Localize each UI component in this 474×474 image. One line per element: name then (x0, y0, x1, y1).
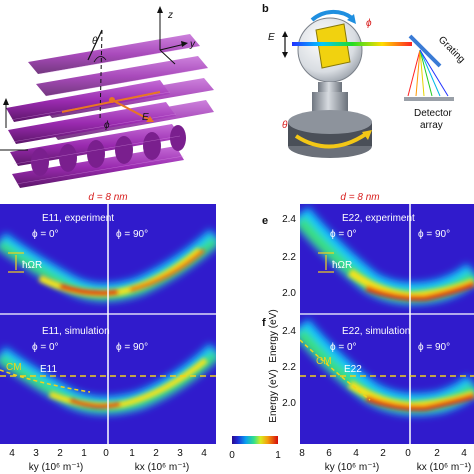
right-top-title: E22, experiment (342, 213, 415, 224)
field-label: E (142, 112, 149, 123)
field-arrow (111, 99, 151, 121)
right-bottom-phi90: ϕ = 90° (418, 342, 450, 353)
left-top-phi90: ϕ = 90° (116, 229, 148, 240)
right-ky-tick: 4 (353, 448, 359, 459)
left-rabi-label: ħΩR (22, 260, 42, 271)
input-field-label: E (268, 32, 275, 43)
left-ky-tick: 2 (57, 448, 63, 459)
left-cavity-mode-line (0, 369, 91, 393)
grating-label: Grating (436, 34, 467, 65)
right-y-tick: 2.0 (282, 398, 296, 409)
left-top-phi0: ϕ = 0° (32, 229, 59, 240)
detector-label-line1: Detector (414, 108, 452, 119)
left-kx-tick: 2 (153, 448, 159, 459)
right-colormaps (300, 204, 474, 444)
left-rabi-bracket (8, 252, 24, 273)
right-y-tick: 2.4 (282, 326, 296, 337)
panel-b-letter: b (262, 3, 269, 15)
left-colormaps (0, 204, 216, 444)
right-cm-label: CM (316, 356, 332, 367)
colorbar (232, 436, 278, 444)
colorbar-min-label: 0 (229, 450, 235, 461)
detector-array (404, 97, 454, 101)
right-ky-tick: 0 (405, 448, 411, 459)
mount-neck (318, 82, 342, 92)
left-bottom-phi0: ϕ = 0° (32, 342, 59, 353)
phi-rotation-label: ϕ (366, 18, 372, 29)
left-ky-axis-label: ky (10⁶ m⁻¹) (29, 462, 83, 473)
left-ky-tick: 4 (9, 448, 15, 459)
left-x-ticks: 4 3 2 1 0 1 2 3 4 (9, 448, 207, 459)
left-top-title: E11, experiment (42, 213, 114, 224)
incidence-line (87, 29, 103, 61)
theta-rotation-arrowhead (362, 130, 372, 140)
panel-b-setup: b E ϕ Grating Detector array (262, 3, 467, 158)
left-exciton-label: E11 (40, 364, 57, 375)
axis-z-label: z (167, 10, 173, 21)
right-ky-tick: 6 (326, 448, 332, 459)
right-cavity-mode-line (300, 339, 371, 401)
panel-a-axes (157, 6, 188, 65)
theta-arc (93, 56, 107, 63)
right-rabi-label: ħΩR (332, 260, 352, 271)
input-field-arrowhead-down (282, 52, 288, 58)
right-y-tick: 2.4 (282, 214, 296, 225)
phi-rotation-arrowhead (347, 14, 356, 24)
right-y-ticks: 2.4 2.2 2.0 2.4 2.2 2.0 (282, 214, 296, 409)
left-kx-tick: 1 (129, 448, 135, 459)
right-y-tick: 2.2 (282, 362, 296, 373)
axis-y-label: y (189, 39, 196, 50)
grating (408, 34, 442, 68)
right-y-tick: 2.2 (282, 252, 296, 263)
right-bottom-phi0: ϕ = 0° (330, 342, 357, 353)
left-bottom-title: E11, simulation (42, 326, 110, 337)
right-y-axis-label-bottom: Energy (eV) (268, 369, 279, 422)
right-kx-axis-label: kx (10⁶ m⁻¹) (417, 462, 471, 473)
right-x-ticks: 8 6 4 2 0 2 4 (299, 448, 467, 459)
left-kx-tick: 4 (201, 448, 207, 459)
theta-label: θ (92, 36, 98, 47)
right-rabi-bracket (318, 252, 334, 273)
right-kx-tick: 4 (461, 448, 467, 459)
rotation-stage-top (288, 110, 372, 134)
left-ky-tick: 1 (81, 448, 87, 459)
spectral-beam (292, 42, 412, 46)
left-ky-tick: 0 (103, 448, 109, 459)
left-ky-tick: 3 (33, 448, 39, 459)
input-field-arrowhead-up (282, 31, 288, 37)
panel-e-letter: e (262, 215, 268, 227)
colorbar-max-label: 1 (275, 450, 281, 461)
left-bottom-phi90: ϕ = 90° (116, 342, 148, 353)
right-top-phi0: ϕ = 0° (330, 229, 357, 240)
left-kx-tick: 3 (177, 448, 183, 459)
right-ky-tick: 8 (299, 448, 305, 459)
right-kx-tick: 2 (434, 448, 440, 459)
field-arrowhead (146, 116, 154, 122)
right-ky-axis-label: ky (10⁶ m⁻¹) (325, 462, 379, 473)
right-bottom-title: E22, simulation (342, 326, 410, 337)
panel-f-letter: f (262, 317, 266, 329)
right-exciton-label: E22 (344, 364, 362, 375)
scale-bracket (0, 98, 28, 151)
detector-label-line2: array (420, 120, 443, 131)
theta-rotation-label: θ (282, 120, 288, 131)
theta-rotation-arrow (294, 132, 368, 149)
left-cm-label: CM (6, 362, 22, 373)
surface-normal-line (99, 29, 103, 121)
right-ky-tick: 2 (380, 448, 386, 459)
right-y-tick: 2.0 (282, 288, 296, 299)
right-header: d = 8 nm (340, 192, 379, 203)
nanotube-rods (6, 34, 214, 188)
right-top-phi90: ϕ = 90° (418, 229, 450, 240)
phi-label: ϕ (104, 120, 110, 131)
left-kx-axis-label: kx (10⁶ m⁻¹) (135, 462, 189, 473)
dispersed-rays (407, 49, 449, 97)
right-y-axis-label-top: Energy (eV) (268, 309, 279, 362)
phi-rotation-arrow (310, 9, 354, 22)
panel-a-nanotube-schematic: z y θ ϕ E (0, 6, 214, 188)
left-header: d = 8 nm (88, 192, 127, 203)
